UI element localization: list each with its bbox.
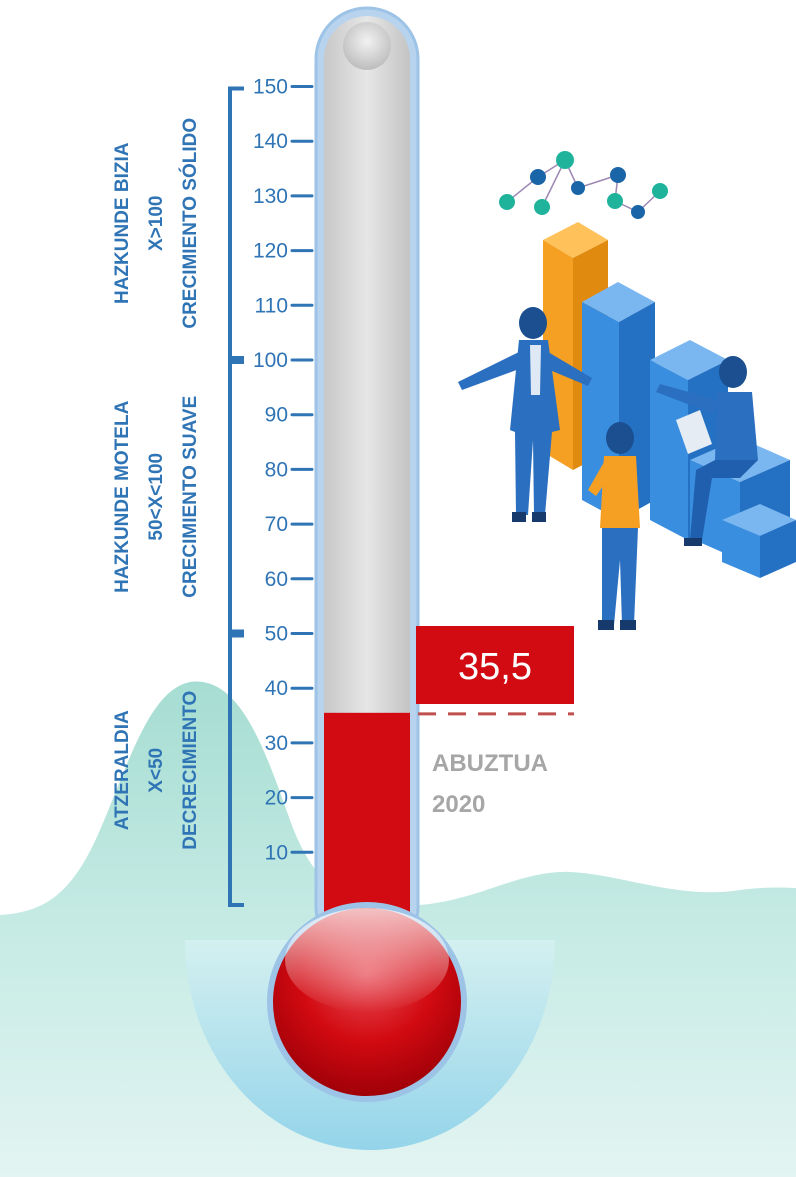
band-bracket [228, 360, 244, 634]
tick-label: 150 [253, 76, 288, 99]
band-label: CRECIMIENTO SÓLIDO [179, 118, 201, 329]
tick-label: 140 [253, 130, 288, 153]
tick-label: 70 [265, 513, 288, 536]
period-month: ABUZTUA [432, 750, 548, 777]
person-man-orange-icon [588, 422, 640, 630]
tick-label: 110 [255, 294, 288, 317]
tick-label: 80 [265, 458, 288, 481]
band-label: CRECIMIENTO SUAVE [180, 396, 201, 598]
tick-label: 100 [253, 349, 288, 372]
tick-label: 130 [253, 185, 288, 208]
person-man-seated-icon [656, 356, 758, 546]
band-label: DECRECIMIENTO [180, 691, 201, 850]
band-label: 50<X<100 [146, 453, 167, 541]
band-bracket [228, 633, 244, 907]
band-bracket [228, 86, 244, 360]
network-icon [499, 151, 668, 219]
tick-label: 60 [265, 568, 288, 591]
business-team-bar-chart-illustration [458, 151, 796, 630]
tick-label: 120 [253, 240, 288, 263]
value-label: 35,5 [458, 646, 532, 688]
person-woman-icon [458, 307, 592, 522]
band-label: X<50 [146, 748, 167, 793]
thermometer-bulb [267, 902, 467, 1102]
band-label: X>100 [146, 196, 167, 251]
band-brackets: HAZKUNDE BIZIA X>100 CRECIMIENTO SÓLIDO HAZ… [112, 86, 244, 907]
value-box [416, 626, 574, 704]
tick-label: 40 [265, 677, 288, 700]
period-year: 2020 [432, 791, 485, 818]
value-marker: 35,5 ABUZTUA 2020 [416, 626, 574, 818]
tick-label: 50 [265, 623, 288, 646]
tick-label: 10 [265, 841, 288, 864]
scale-ticks: 150 140 130 120 110 100 90 80 70 60 50 40 30 20 10 [253, 76, 314, 864]
band-label: HAZKUNDE MOTELA [112, 400, 133, 592]
thermometer-tube [314, 6, 420, 960]
band-label: HAZKUNDE BIZIA [112, 142, 133, 304]
tick-label: 90 [265, 404, 288, 427]
tick-label: 20 [265, 787, 288, 810]
tick-label: 30 [265, 732, 288, 755]
band-label: ATZERALDIA [112, 710, 133, 830]
